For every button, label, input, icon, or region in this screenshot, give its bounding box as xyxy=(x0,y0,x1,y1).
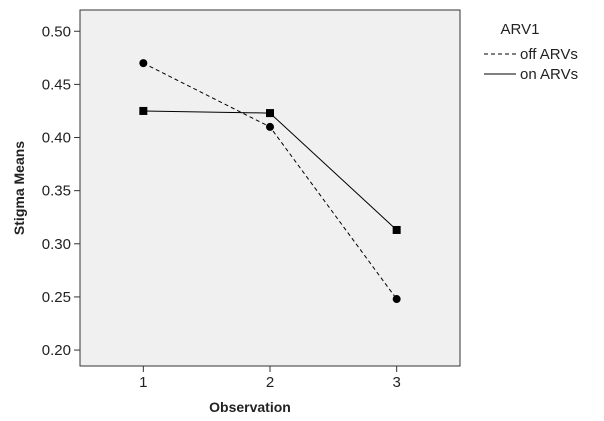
y-tick-label: 0.20 xyxy=(42,342,71,359)
x-tick-label: 1 xyxy=(139,374,147,391)
x-axis-label: Observation xyxy=(209,399,291,415)
x-axis-ticks: 1 2 3 xyxy=(139,366,401,391)
y-tick-label: 0.30 xyxy=(42,236,71,253)
y-tick-label: 0.45 xyxy=(42,76,71,93)
legend-items: off ARVs on ARVs xyxy=(484,46,578,83)
point-marker-on-arvs xyxy=(139,106,148,115)
y-tick-label: 0.35 xyxy=(42,183,71,200)
legend-label-on-arvs: on ARVs xyxy=(520,66,578,83)
y-tick-label: 0.40 xyxy=(42,130,71,147)
series-layer xyxy=(139,59,401,304)
y-tick-label: 0.50 xyxy=(42,23,71,40)
point-marker-off-arvs xyxy=(392,295,401,304)
plot-area xyxy=(79,9,461,367)
point-marker-on-arvs xyxy=(392,225,401,234)
y-axis-label: Stigma Means xyxy=(11,141,27,235)
legend-label-off-arvs: off ARVs xyxy=(520,46,578,63)
point-marker-on-arvs xyxy=(266,109,274,118)
point-marker-off-arvs xyxy=(139,59,148,68)
legend-title: ARV1 xyxy=(501,21,540,38)
legend: ARV1 off ARVs on ARVs xyxy=(484,21,578,83)
x-tick-label: 2 xyxy=(266,374,274,391)
x-tick-label: 3 xyxy=(392,374,400,391)
y-tick-label: 0.25 xyxy=(42,289,71,306)
y-axis-ticks: 0.20 0.25 0.30 0.35 0.40 0.45 0.50 xyxy=(42,23,80,359)
point-marker-off-arvs xyxy=(266,122,274,131)
